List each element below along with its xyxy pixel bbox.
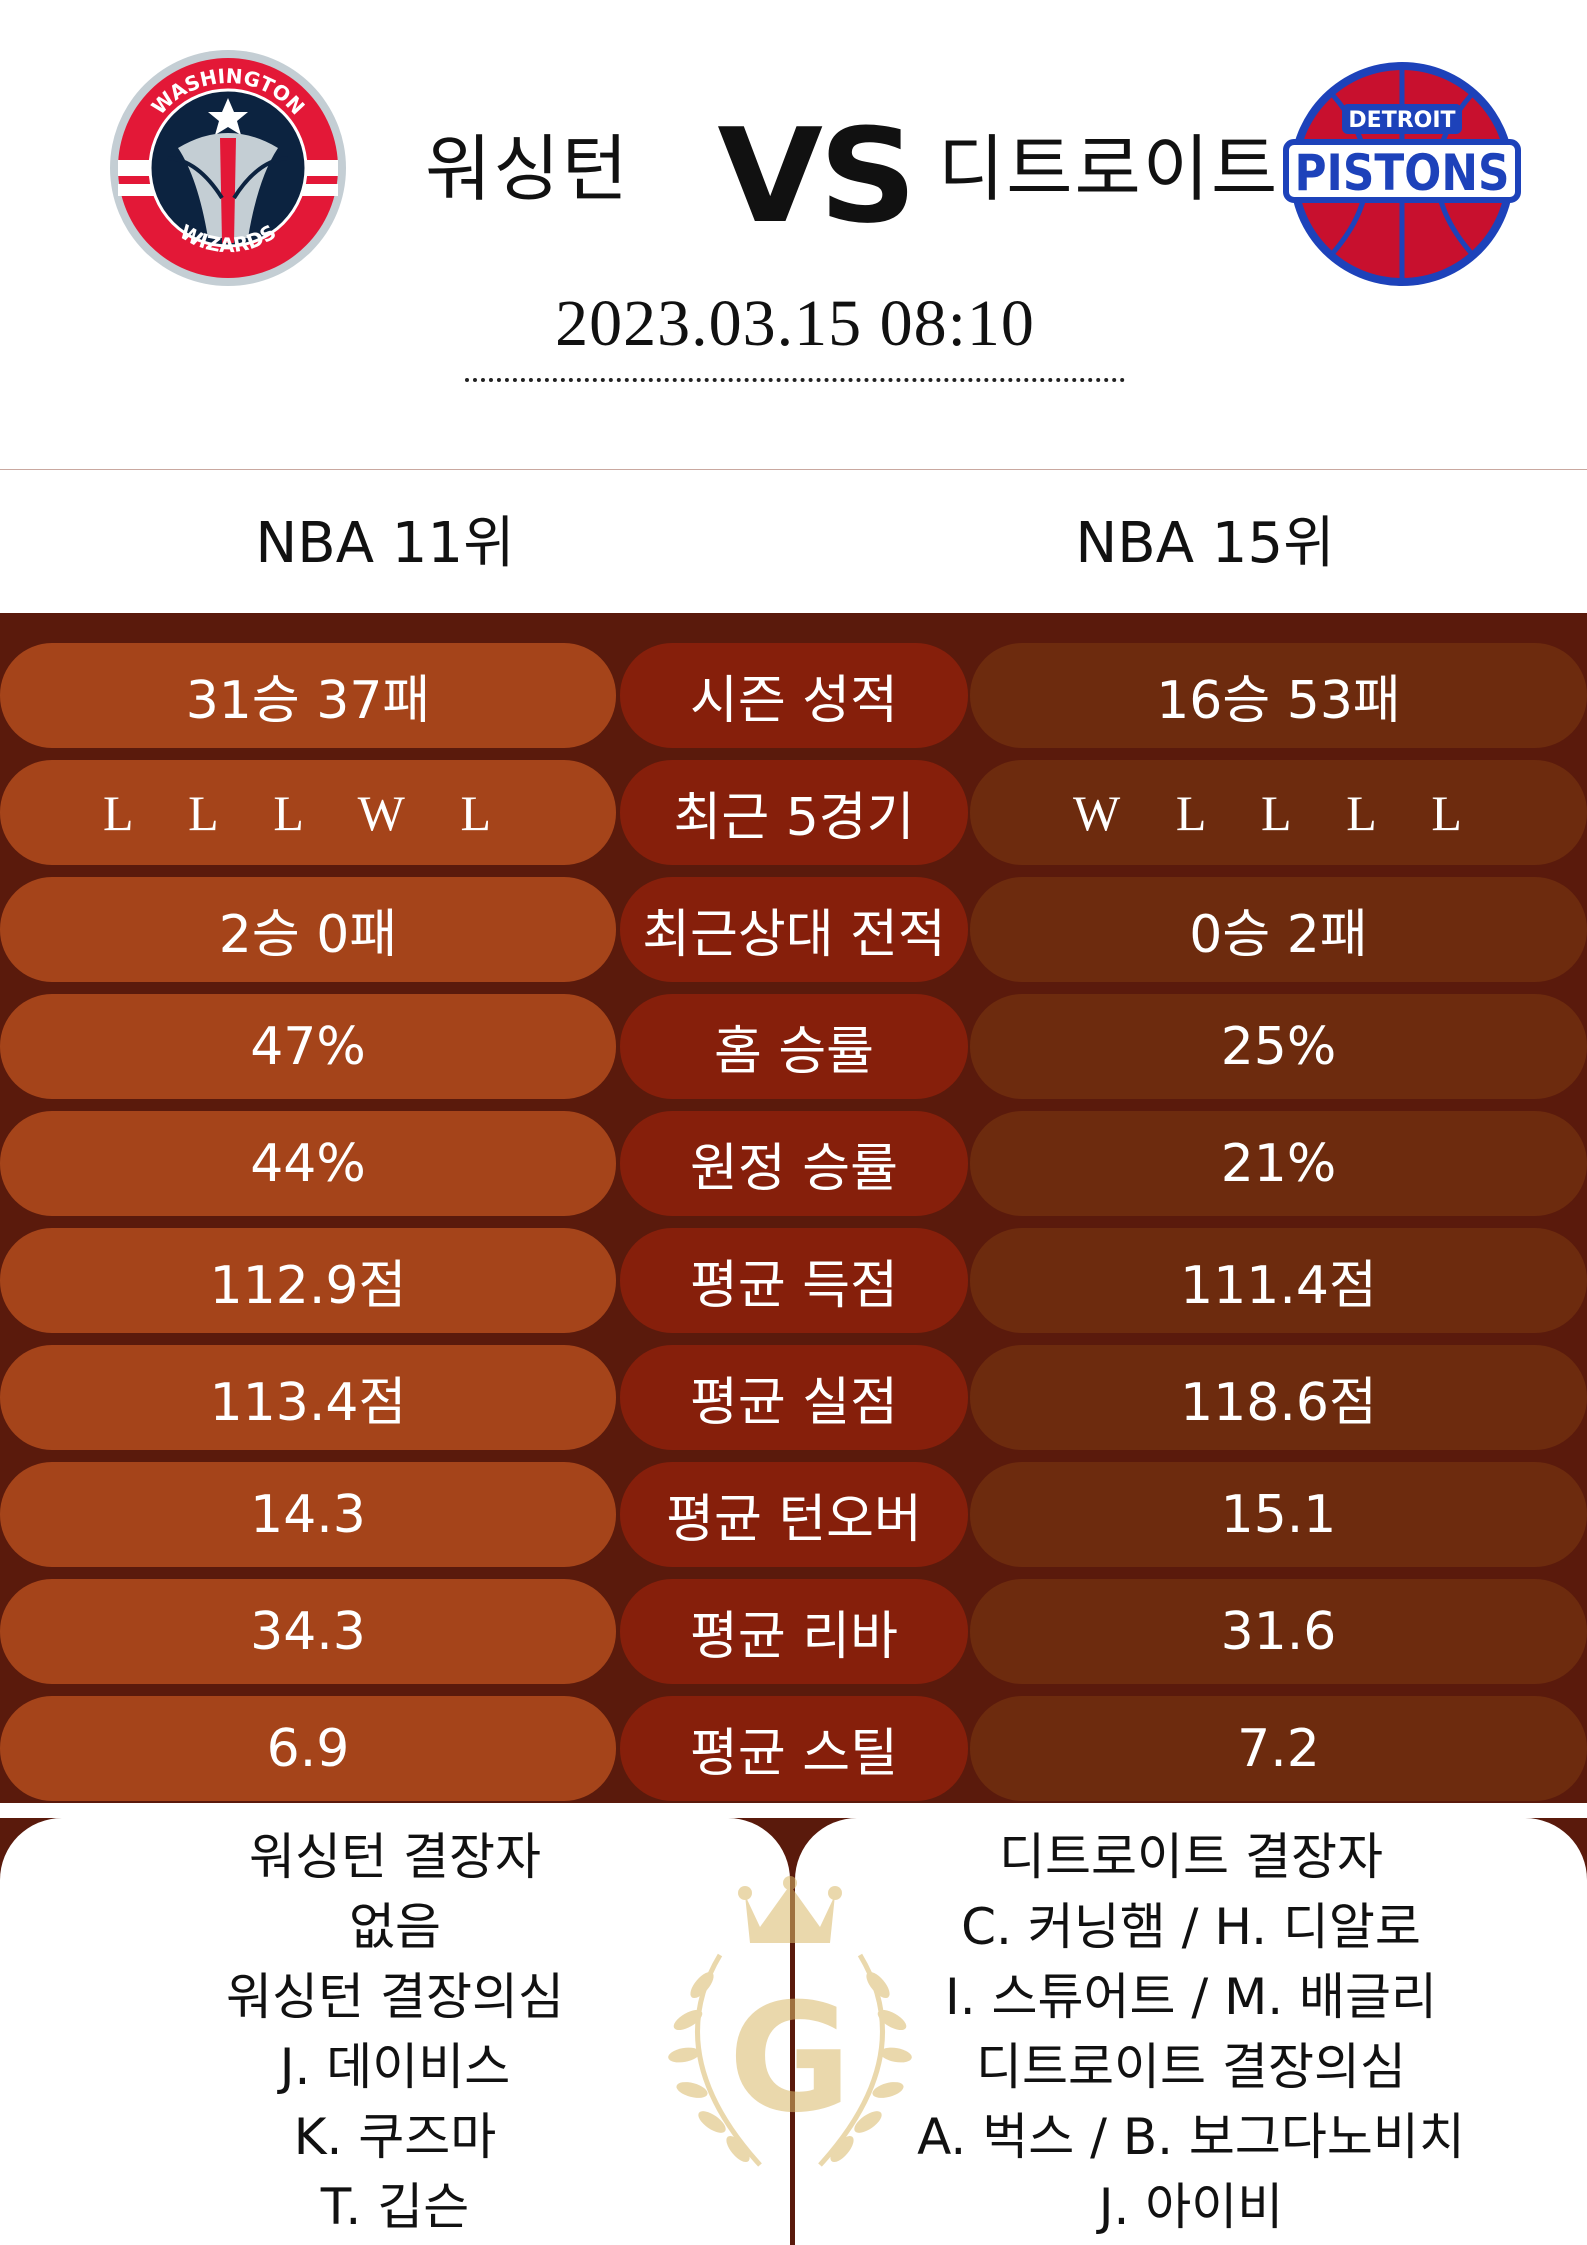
stat-row-steals: 6.9 평균 스틸 7.2 [0,1696,1587,1801]
away-injury-item: C. 커닝햄 / H. 디알로 [961,1898,1421,1956]
away-steals: 7.2 [970,1696,1587,1801]
away-last5: W L L L L [970,760,1587,865]
away-injury-panel: 디트로이트 결장자 C. 커닝햄 / H. 디알로 I. 스튜어트 / M. 배… [795,1818,1587,2245]
away-rebounds: 31.6 [970,1579,1587,1684]
svg-text:DETROIT: DETROIT [1348,108,1455,133]
home-h2h: 2승 0패 [0,877,616,982]
stat-label-steals: 평균 스틸 [620,1696,968,1801]
stat-row-rebounds: 34.3 평균 리바 31.6 [0,1579,1587,1684]
home-away-pct: 44% [0,1111,616,1216]
home-team-name: 워싱턴 [425,127,630,211]
home-rank: NBA 11위 [255,511,515,576]
stat-row-turnovers: 14.3 평균 턴오버 15.1 [0,1462,1587,1567]
stat-row-points-against: 113.4점 평균 실점 118.6점 [0,1345,1587,1450]
stat-row-home-pct: 47% 홈 승률 25% [0,994,1587,1099]
away-rank: NBA 15위 [1075,511,1335,576]
stat-label-home-pct: 홈 승률 [620,994,968,1099]
header-divider [0,469,1587,470]
away-doubtful-item: J. 아이비 [1098,2178,1284,2236]
away-doubtful-item: A. 벅스 / B. 보그다노비치 [917,2108,1465,2166]
stat-label-rebounds: 평균 리바 [620,1579,968,1684]
home-injury-panel: 워싱턴 결장자 없음 워싱턴 결장의심 J. 데이비스 K. 쿠즈마 T. 깁슨 [0,1818,790,2245]
wizards-logo-icon: WASHINGTON WIZARDS [110,50,346,286]
away-injury-item: I. 스튜어트 / M. 배글리 [944,1968,1438,2026]
stat-label-points-for: 평균 득점 [620,1228,968,1333]
away-h2h: 0승 2패 [970,877,1587,982]
home-injury-item: 없음 [349,1898,441,1956]
home-injury-title: 워싱턴 결장자 [249,1828,541,1886]
home-steals: 6.9 [0,1696,616,1801]
stat-label-season: 시즌 성적 [620,643,968,748]
stat-label-away-pct: 원정 승률 [620,1111,968,1216]
stat-label-h2h: 최근상대 전적 [620,877,968,982]
away-points-for: 111.4점 [970,1228,1587,1333]
svg-text:PISTONS: PISTONS [1295,144,1510,202]
stat-row-away-pct: 44% 원정 승률 21% [0,1111,1587,1216]
away-points-against: 118.6점 [970,1345,1587,1450]
away-home-pct: 25% [970,994,1587,1099]
stat-row-last5: L L L W L 최근 5경기 W L L L L [0,760,1587,865]
home-last5: L L L W L [0,760,616,865]
stat-label-turnovers: 평균 턴오버 [620,1462,968,1567]
stat-label-points-against: 평균 실점 [620,1345,968,1450]
vs-label: VS [717,100,917,252]
home-doubtful-item: K. 쿠즈마 [293,2108,497,2166]
away-doubtful-title: 디트로이트 결장의심 [976,2038,1406,2096]
away-team-name: 디트로이트 [938,127,1280,211]
pistons-logo-icon: DETROIT PISTONS [1283,62,1521,286]
home-points-for: 112.9점 [0,1228,616,1333]
home-rebounds: 34.3 [0,1579,616,1684]
date-underline [465,378,1125,382]
stat-label-last5: 최근 5경기 [620,760,968,865]
away-injury-title: 디트로이트 결장자 [999,1828,1383,1886]
match-datetime: 2023.03.15 08:10 [555,287,1035,360]
injury-section: 워싱턴 결장자 없음 워싱턴 결장의심 J. 데이비스 K. 쿠즈마 T. 깁슨… [0,1818,1587,2245]
match-header: WASHINGTON WIZARDS 워싱턴 VS 디트로이트 DETROIT … [0,0,1587,576]
home-doubtful-item: J. 데이비스 [279,2038,511,2096]
home-points-against: 113.4점 [0,1345,616,1450]
away-away-pct: 21% [970,1111,1587,1216]
home-doubtful-title: 워싱턴 결장의심 [226,1968,564,2026]
home-turnovers: 14.3 [0,1462,616,1567]
home-season-record: 31승 37패 [0,643,616,748]
away-turnovers: 15.1 [970,1462,1587,1567]
stat-row-points-for: 112.9점 평균 득점 111.4점 [0,1228,1587,1333]
stat-row-season: 31승 37패 시즌 성적 16승 53패 [0,643,1587,748]
away-season-record: 16승 53패 [970,643,1587,748]
stats-table: 31승 37패 시즌 성적 16승 53패 L L L W L 최근 5경기 W… [0,613,1587,1803]
home-home-pct: 47% [0,994,616,1099]
stat-row-h2h: 2승 0패 최근상대 전적 0승 2패 [0,877,1587,982]
home-doubtful-item: T. 깁슨 [320,2178,470,2236]
